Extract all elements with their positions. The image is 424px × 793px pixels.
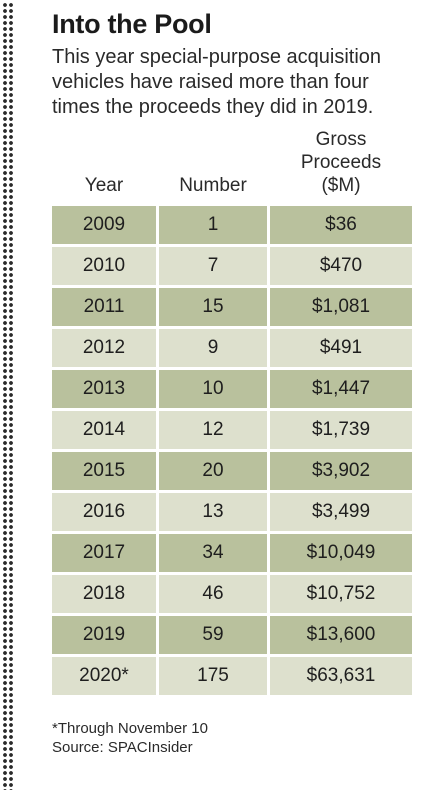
cell-number: 10 [159, 370, 267, 408]
cell-number: 12 [159, 411, 267, 449]
cell-number: 13 [159, 493, 267, 531]
table-row: 2015 20 $3,902 [52, 452, 412, 490]
cell-gross-proceeds: $36 [270, 206, 412, 244]
cell-gross-proceeds: $10,752 [270, 575, 412, 613]
cell-gross-proceeds: $3,902 [270, 452, 412, 490]
cell-gross-proceeds: $13,600 [270, 616, 412, 654]
cell-gross-proceeds: $10,049 [270, 534, 412, 572]
table-body: 2009 1 $36 2010 7 $470 2011 15 $1,081 2012 9 $491 20… [52, 206, 412, 695]
table-row: 2009 1 $36 [52, 206, 412, 244]
table-row: 2017 34 $10,049 [52, 534, 412, 572]
cell-number: 34 [159, 534, 267, 572]
table-header: Year Number Gross Proceeds ($M) [52, 129, 412, 197]
header-number: Number [179, 175, 247, 196]
table-row: 2013 10 $1,447 [52, 370, 412, 408]
cell-number: 20 [159, 452, 267, 490]
cell-gross-proceeds: $470 [270, 247, 412, 285]
cell-year: 2012 [52, 329, 156, 367]
cell-number: 9 [159, 329, 267, 367]
table-row: 2010 7 $470 [52, 247, 412, 285]
table-row: 2020* 175 $63,631 [52, 657, 412, 695]
cell-year: 2011 [52, 288, 156, 326]
cell-year: 2018 [52, 575, 156, 613]
table-row: 2014 12 $1,739 [52, 411, 412, 449]
cell-gross-proceeds: $3,499 [270, 493, 412, 531]
cell-number: 46 [159, 575, 267, 613]
cell-number: 1 [159, 206, 267, 244]
table-row: 2011 15 $1,081 [52, 288, 412, 326]
cell-year: 2009 [52, 206, 156, 244]
table-row: 2012 9 $491 [52, 329, 412, 367]
cell-year: 2020* [52, 657, 156, 695]
table-row: 2018 46 $10,752 [52, 575, 412, 613]
table-row: 2019 59 $13,600 [52, 616, 412, 654]
chart-title: Into the Pool [52, 9, 212, 39]
source-line: Source: SPACInsider [52, 739, 193, 756]
dotted-border [2, 2, 14, 790]
footnote: *Through November 10 [52, 720, 208, 737]
cell-gross-proceeds: $1,739 [270, 411, 412, 449]
cell-gross-proceeds: $1,447 [270, 370, 412, 408]
header-year: Year [84, 175, 124, 196]
cell-year: 2014 [52, 411, 156, 449]
data-table: Year Number Gross Proceeds ($M) 2009 1 $36 20… [52, 129, 412, 695]
cell-number: 59 [159, 616, 267, 654]
table-row: 2016 13 $3,499 [52, 493, 412, 531]
cell-year: 2017 [52, 534, 156, 572]
header-gross-proceeds: Gross Proceeds ($M) [300, 129, 382, 196]
cell-year: 2015 [52, 452, 156, 490]
cell-year: 2013 [52, 370, 156, 408]
cell-year: 2019 [52, 616, 156, 654]
footer: *Through November 10 Source: SPACInsider [52, 719, 412, 757]
chart-subtitle: This year special-purpose acquisition ve… [52, 46, 382, 118]
cell-year: 2016 [52, 493, 156, 531]
cell-gross-proceeds: $491 [270, 329, 412, 367]
cell-gross-proceeds: $1,081 [270, 288, 412, 326]
graphic: Into the Pool This year special-purpose … [52, 8, 412, 757]
cell-year: 2010 [52, 247, 156, 285]
cell-number: 7 [159, 247, 267, 285]
cell-number: 15 [159, 288, 267, 326]
cell-number: 175 [159, 657, 267, 695]
cell-gross-proceeds: $63,631 [270, 657, 412, 695]
